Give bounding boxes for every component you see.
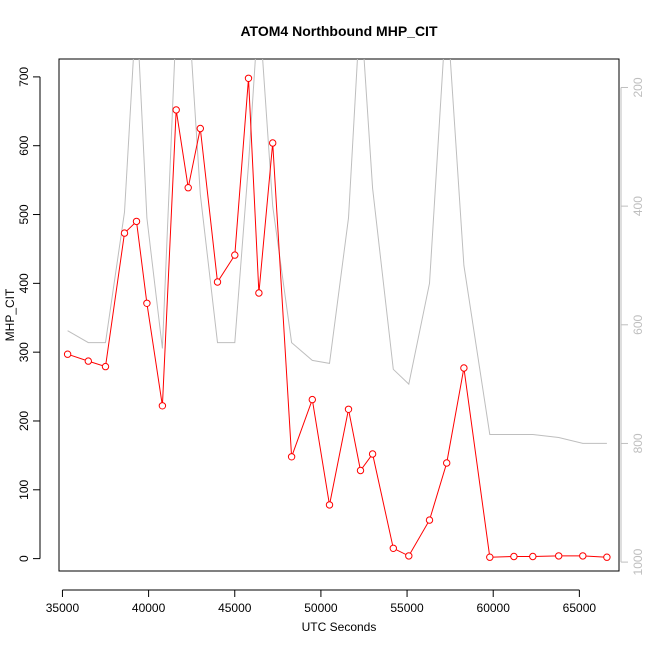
data-point bbox=[579, 552, 587, 560]
data-point bbox=[269, 139, 277, 147]
data-point bbox=[184, 184, 192, 192]
y2-axis: 200 400 600 800 1000 bbox=[620, 77, 645, 575]
data-point bbox=[389, 544, 397, 552]
data-point bbox=[603, 553, 611, 561]
y-tick-label: 700 bbox=[17, 67, 31, 87]
x-tick-label: 65000 bbox=[563, 601, 597, 615]
x-tick-label: 60000 bbox=[477, 601, 511, 615]
data-point bbox=[356, 466, 365, 475]
y2-tick-label: 1000 bbox=[631, 548, 645, 575]
data-point bbox=[213, 278, 222, 286]
y2-tick-label: 200 bbox=[631, 77, 645, 97]
data-point bbox=[143, 299, 151, 307]
y-tick-label: 200 bbox=[17, 411, 31, 431]
data-point bbox=[244, 74, 253, 83]
series-line-left bbox=[67, 78, 607, 558]
data-point bbox=[325, 501, 334, 509]
data-point bbox=[405, 552, 413, 560]
y-tick-label: 100 bbox=[17, 479, 31, 499]
x-tick-label: 35000 bbox=[46, 601, 80, 615]
data-point bbox=[231, 251, 239, 259]
data-point bbox=[120, 229, 129, 237]
data-point bbox=[308, 395, 316, 404]
data-point bbox=[196, 124, 205, 133]
data-point bbox=[287, 453, 296, 461]
chart-title: ATOM4 Northbound MHP_CIT bbox=[240, 23, 437, 39]
data-point bbox=[255, 289, 263, 297]
y-axis: 0 100 200 300 400 500 600 700 bbox=[17, 67, 41, 562]
data-point bbox=[443, 459, 451, 467]
data-point bbox=[368, 450, 377, 458]
x-tick-label: 55000 bbox=[390, 601, 424, 615]
y-tick-label: 300 bbox=[17, 342, 31, 362]
plot-frame bbox=[58, 58, 620, 572]
data-point bbox=[510, 552, 518, 561]
y2-tick-label: 800 bbox=[631, 433, 645, 453]
x-tick-label: 45000 bbox=[218, 601, 252, 615]
x-axis-label: UTC Seconds bbox=[302, 620, 377, 634]
data-point bbox=[425, 516, 434, 524]
data-point bbox=[486, 553, 494, 561]
y-tick-label: 0 bbox=[17, 555, 31, 562]
x-tick-label: 50000 bbox=[304, 601, 338, 615]
y-tick-label: 500 bbox=[17, 204, 31, 224]
data-point bbox=[344, 405, 353, 413]
data-point bbox=[158, 402, 167, 410]
data-point bbox=[460, 364, 468, 372]
data-point bbox=[132, 217, 141, 226]
x-tick-label: 40000 bbox=[132, 601, 166, 615]
data-point bbox=[555, 552, 563, 560]
y2-tick-label: 600 bbox=[631, 314, 645, 334]
data-point bbox=[101, 362, 110, 371]
y-tick-label: 600 bbox=[17, 135, 31, 155]
data-point bbox=[529, 552, 537, 561]
x-axis: 35000 40000 45000 50000 55000 60000 65000 bbox=[46, 589, 597, 615]
y-tick-label: 400 bbox=[17, 273, 31, 293]
series-line-right bbox=[67, 59, 607, 444]
y-axis-label: MHP_CIT bbox=[3, 288, 17, 341]
data-point bbox=[63, 350, 72, 358]
data-point bbox=[172, 106, 180, 114]
series-layer bbox=[63, 59, 611, 561]
data-point bbox=[84, 357, 93, 365]
y2-tick-label: 400 bbox=[631, 196, 645, 216]
